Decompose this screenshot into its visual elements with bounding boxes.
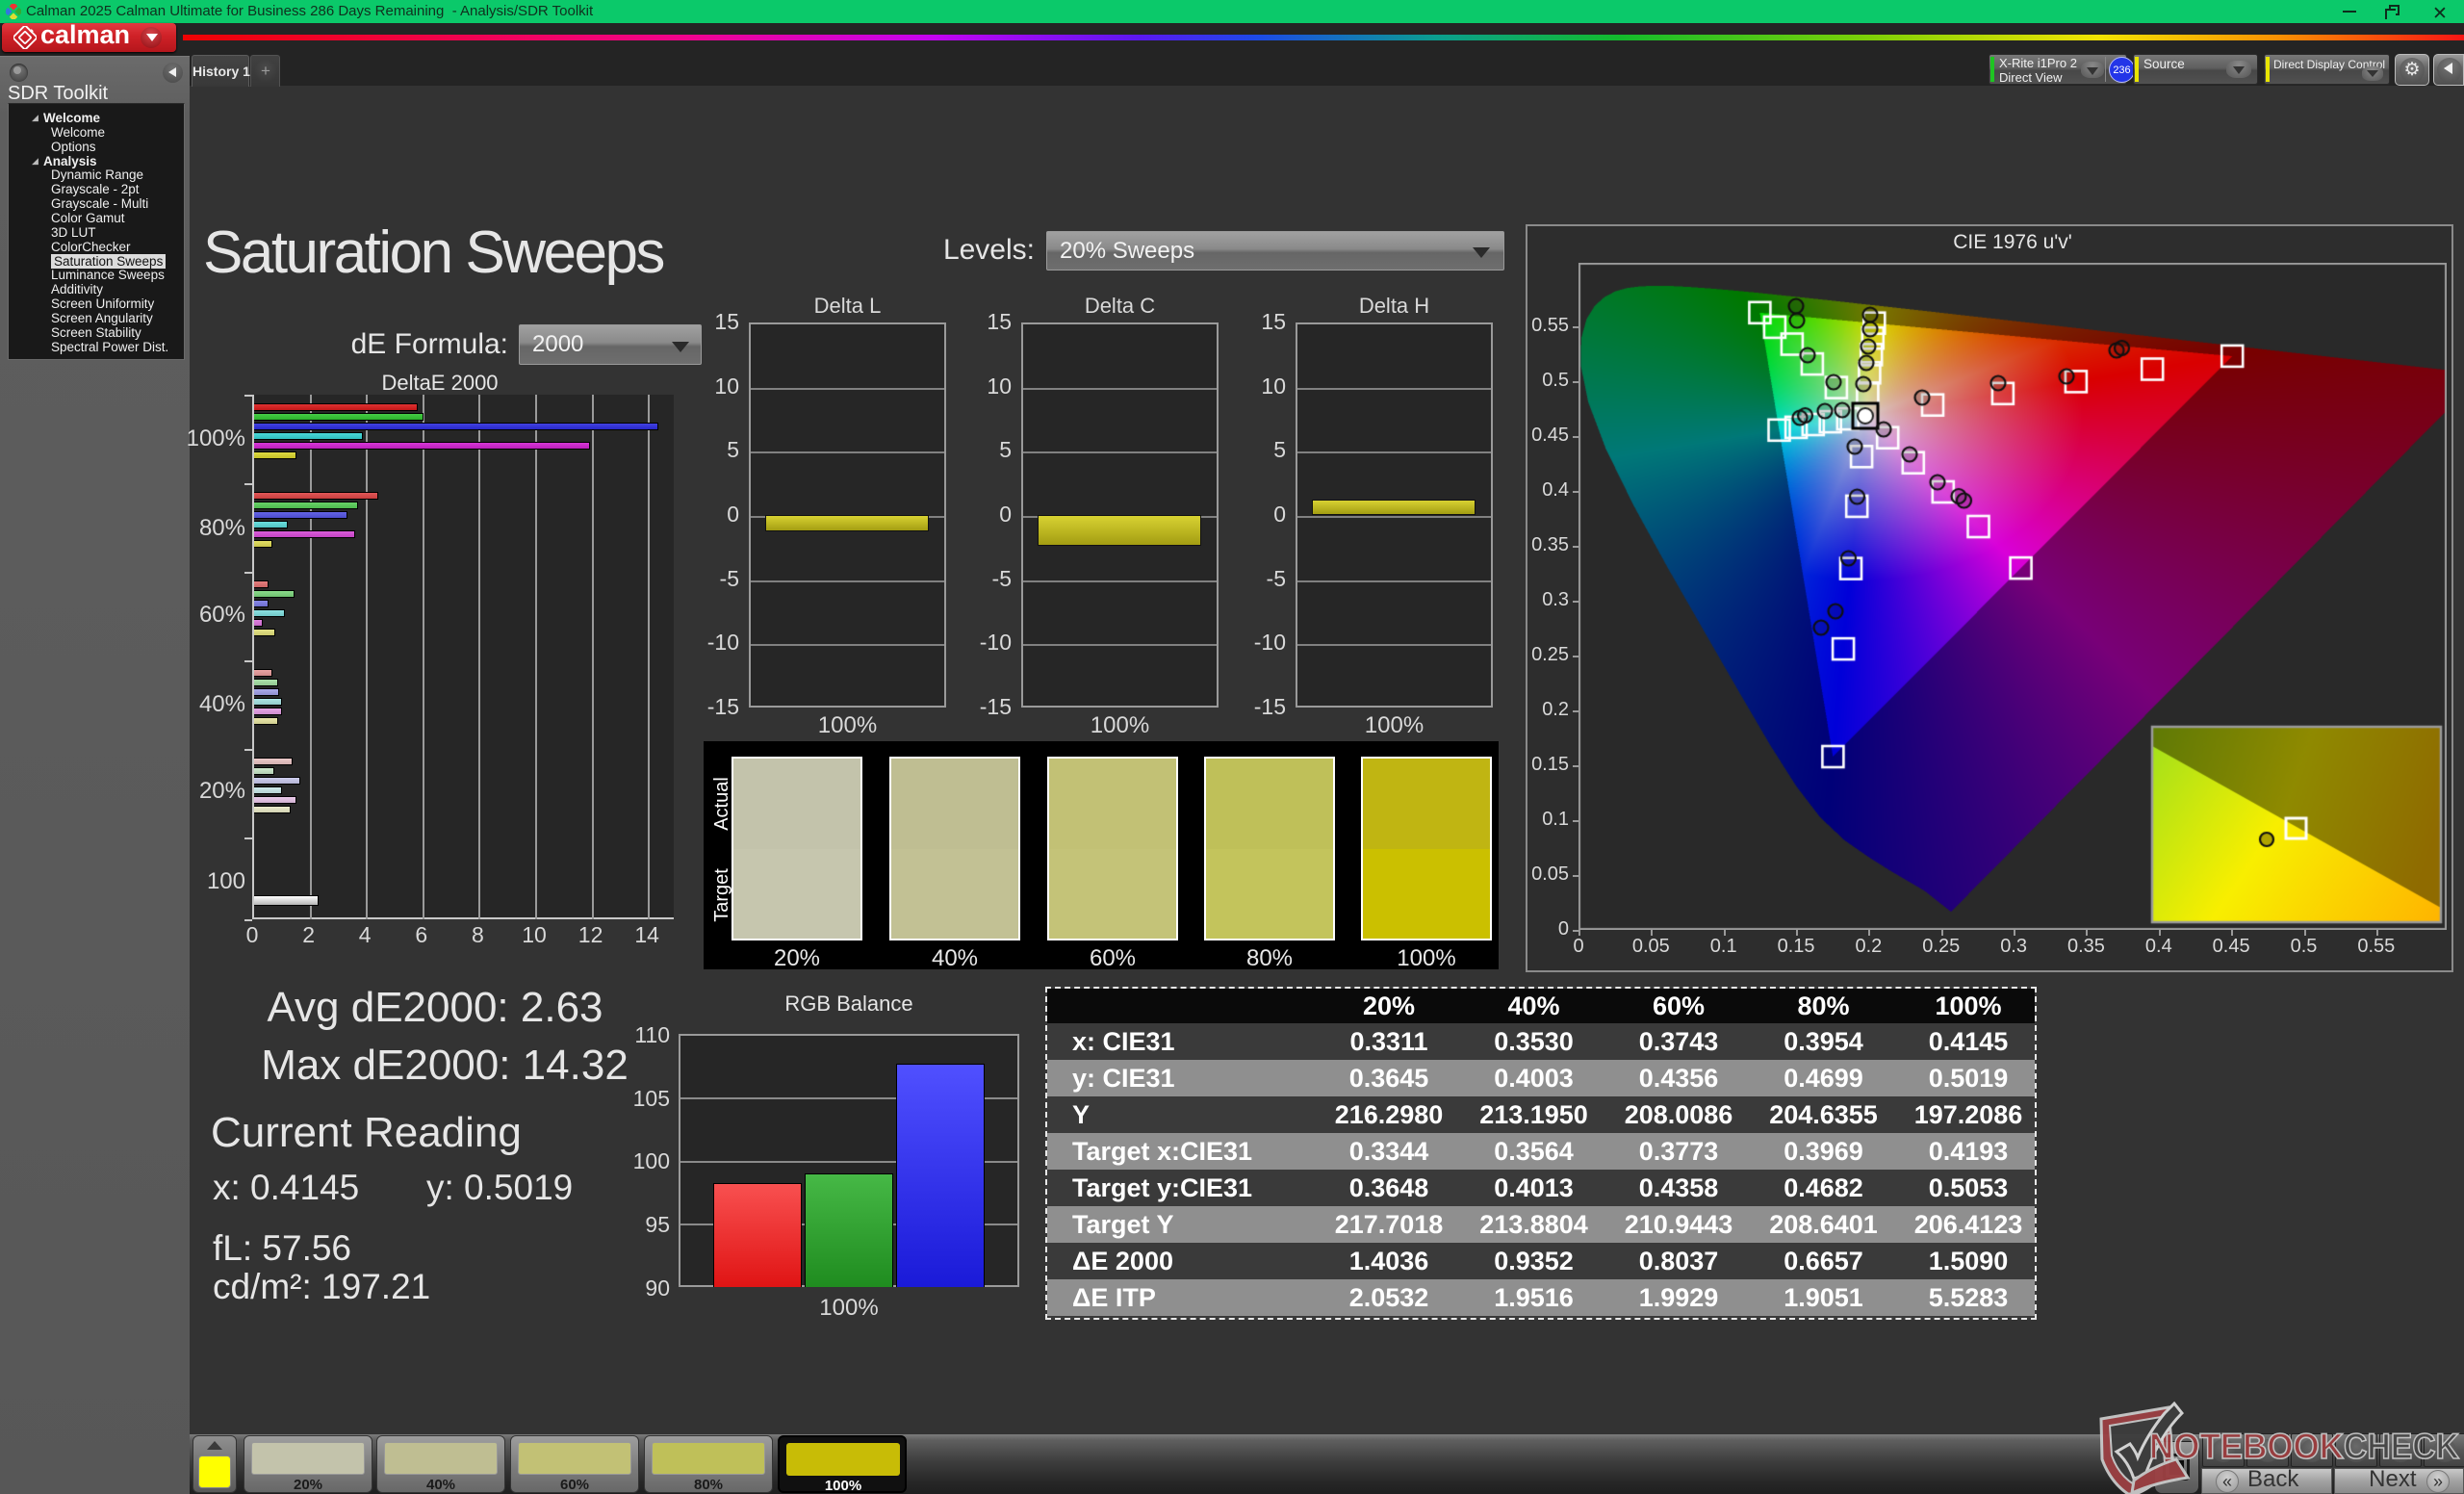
svg-text:NOTEBOOK: NOTEBOOK (2149, 1427, 2344, 1466)
svg-text:CHECK: CHECK (2344, 1427, 2459, 1466)
